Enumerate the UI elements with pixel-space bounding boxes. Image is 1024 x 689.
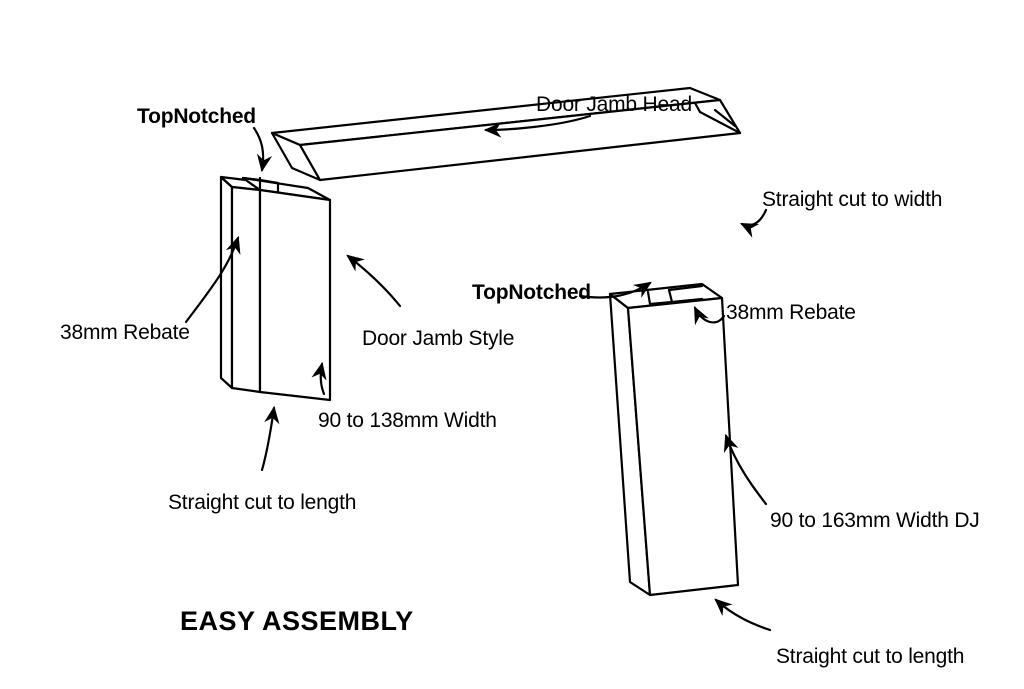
label-straight-cut-width: Straight cut to width xyxy=(762,187,942,212)
label-width-left: 90 to 138mm Width xyxy=(318,408,497,433)
label-38mm-rebate-right: 38mm Rebate xyxy=(726,300,856,325)
label-straight-cut-len-left: Straight cut to length xyxy=(168,490,356,515)
label-38mm-rebate-left: 38mm Rebate xyxy=(60,320,190,345)
label-straight-cut-len-right: Straight cut to length xyxy=(776,644,964,669)
label-door-jamb-head: Door Jamb Head xyxy=(536,92,692,117)
diagram-stage: TopNotched Door Jamb Head Straight cut t… xyxy=(0,0,1024,689)
label-top-notched-left: TopNotched xyxy=(137,104,256,129)
diagram-title: EASY ASSEMBLY xyxy=(180,606,414,637)
label-top-notched-right: TopNotched xyxy=(472,280,591,305)
label-width-right: 90 to 163mm Width DJ xyxy=(770,508,980,533)
label-door-jamb-style: Door Jamb Style xyxy=(362,326,514,351)
